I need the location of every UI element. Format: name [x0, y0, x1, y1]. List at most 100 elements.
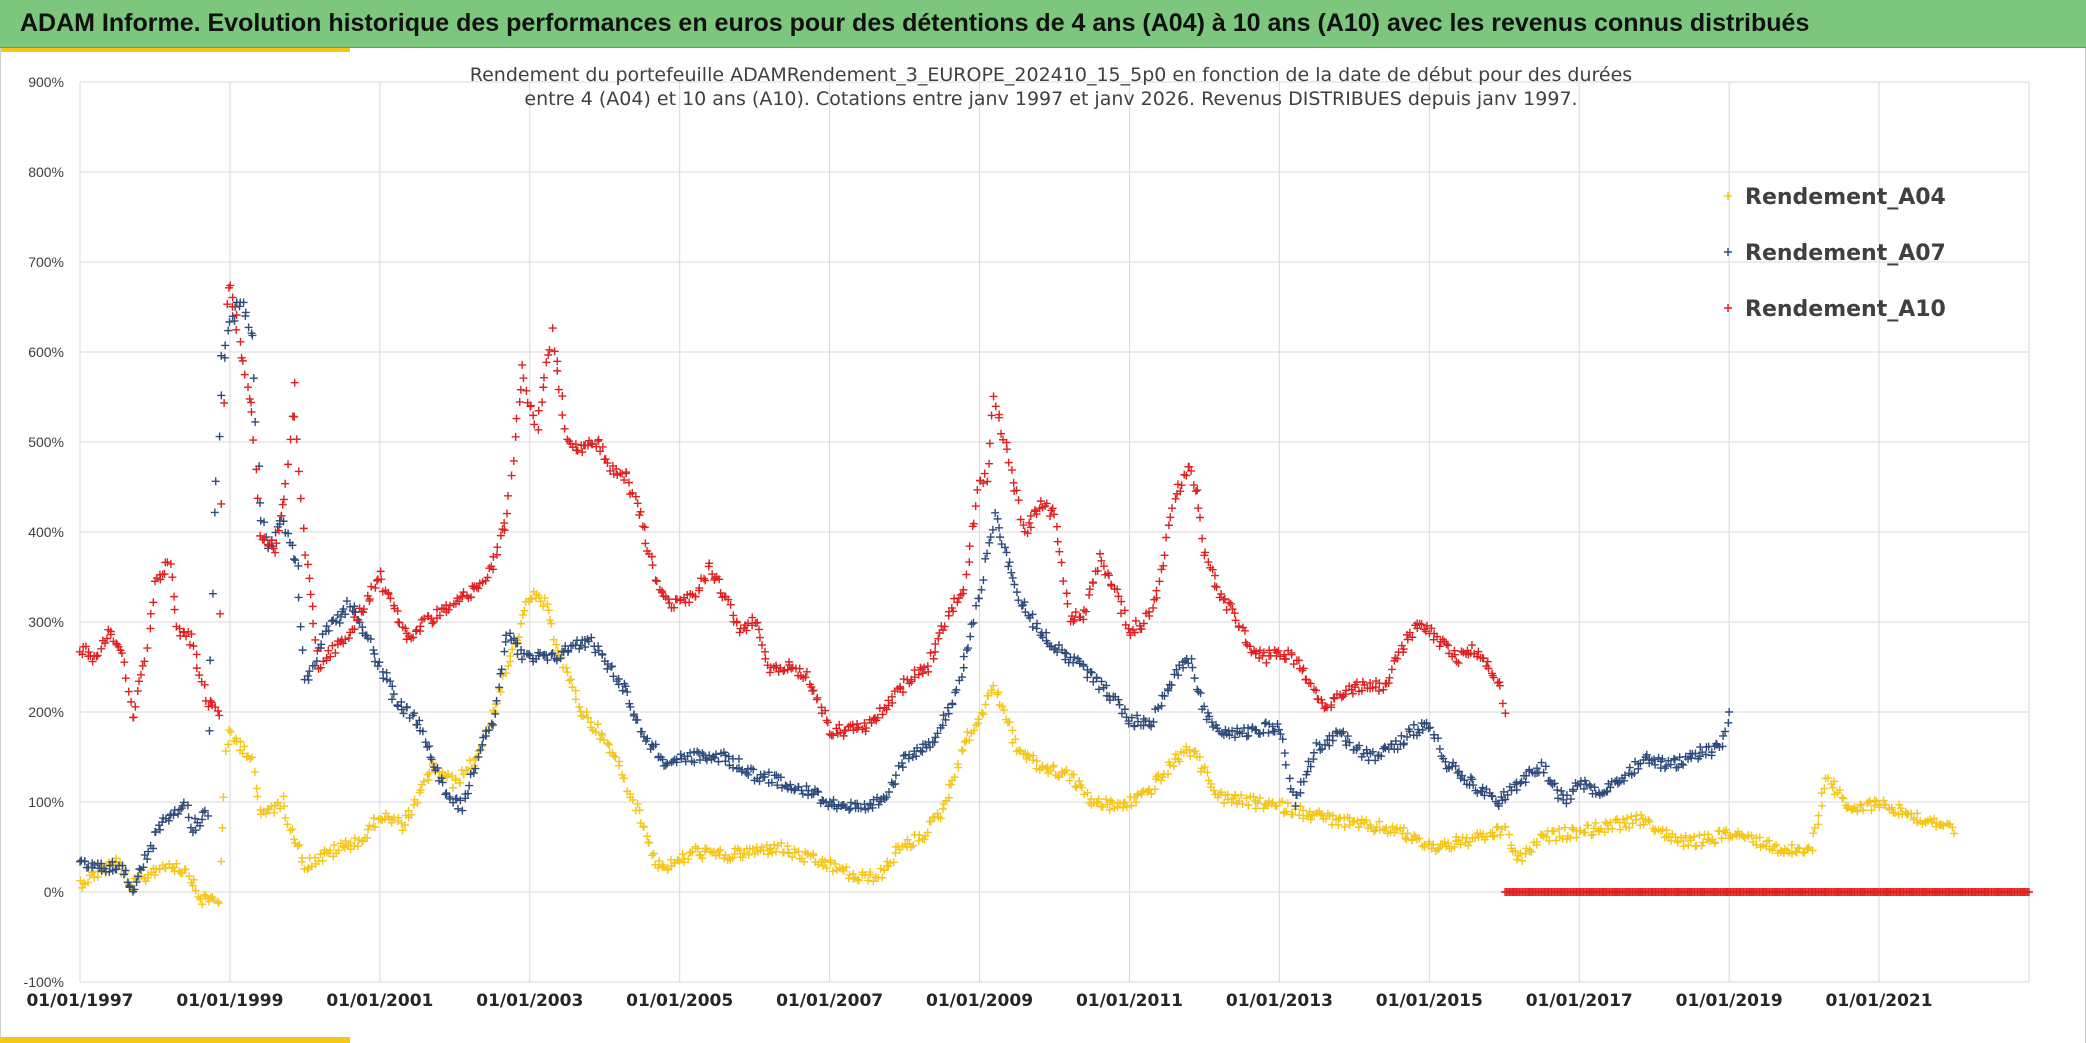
data-point [721, 757, 730, 766]
data-point [962, 646, 971, 655]
data-point [1170, 670, 1179, 679]
data-point [271, 528, 280, 537]
data-point [184, 813, 193, 822]
data-point [1503, 790, 1512, 799]
data-point [1440, 837, 1449, 846]
data-point [598, 730, 607, 739]
data-point [463, 789, 472, 798]
data-point [1114, 592, 1123, 601]
data-point [168, 573, 177, 582]
data-point [131, 702, 140, 711]
data-point [1357, 686, 1366, 695]
data-point [579, 712, 588, 721]
data-point [755, 777, 764, 786]
data-point [1253, 799, 1262, 808]
data-point [211, 477, 220, 486]
data-point [926, 743, 935, 752]
data-point [121, 866, 130, 875]
data-point [1870, 796, 1879, 805]
data-point [1259, 804, 1268, 813]
data-point [952, 685, 961, 694]
chart-title-line-2: entre 4 (A04) et 10 ans (A10). Cotations… [524, 88, 1577, 110]
data-point [1137, 625, 1146, 634]
data-point [582, 708, 591, 717]
data-point [1501, 822, 1510, 831]
data-point [1162, 533, 1171, 542]
data-point [386, 677, 395, 686]
data-point [1679, 842, 1688, 851]
data-point [1115, 700, 1124, 709]
data-point [1273, 720, 1282, 729]
data-point [288, 825, 297, 834]
data-point [88, 657, 97, 666]
data-point [195, 671, 204, 680]
data-point [371, 583, 380, 592]
data-point [1176, 487, 1185, 496]
data-point [829, 795, 838, 804]
data-point [869, 877, 878, 886]
data-point [714, 847, 723, 856]
data-point [1553, 794, 1562, 803]
data-point [918, 669, 927, 678]
data-point [1619, 815, 1628, 824]
data-point [1928, 818, 1937, 827]
data-point [652, 577, 661, 586]
data-point [149, 598, 158, 607]
data-point [1005, 558, 1014, 567]
data-point [1417, 620, 1426, 629]
data-point [415, 716, 424, 725]
data-point [1097, 556, 1106, 565]
data-point [1190, 674, 1199, 683]
data-point [1200, 763, 1209, 772]
data-point [1069, 770, 1078, 779]
data-point [97, 644, 106, 653]
data-point [452, 794, 461, 803]
data-point [542, 651, 551, 660]
data-point [281, 479, 290, 488]
data-point [1765, 836, 1774, 845]
data-point [1057, 558, 1066, 567]
data-point [1799, 848, 1808, 857]
data-point [1075, 777, 1084, 786]
data-point [213, 897, 222, 906]
data-point [1207, 779, 1216, 788]
data-point [664, 595, 673, 604]
data-point [1208, 565, 1217, 574]
x-tick-label: 01/01/2015 [1376, 991, 1483, 1011]
data-point [979, 576, 988, 585]
data-point [1817, 789, 1826, 798]
data-point [1228, 726, 1237, 735]
data-point [839, 731, 848, 740]
data-point [1105, 696, 1114, 705]
data-point [759, 846, 768, 855]
data-point [1188, 663, 1197, 672]
data-point [764, 850, 773, 859]
data-point [898, 763, 907, 772]
data-point [252, 784, 261, 793]
data-point [1518, 856, 1527, 865]
data-point [228, 293, 237, 302]
data-point [542, 358, 551, 367]
data-point [224, 726, 233, 735]
data-point [674, 856, 683, 865]
data-point [1147, 722, 1156, 731]
data-point [370, 649, 379, 658]
data-point [140, 657, 149, 666]
y-tick-label: -100% [24, 974, 64, 990]
series-Rendement_A04 [76, 587, 1959, 909]
data-point [1225, 598, 1234, 607]
data-point [1196, 689, 1205, 698]
data-point [1094, 794, 1103, 803]
data-point [772, 771, 781, 780]
data-point [394, 813, 403, 822]
data-point [726, 600, 735, 609]
data-point [341, 836, 350, 845]
data-point [149, 844, 158, 853]
data-point [1337, 729, 1346, 738]
data-point [1719, 731, 1728, 740]
data-point [1484, 664, 1493, 673]
data-point [1724, 718, 1733, 727]
data-point [1894, 810, 1903, 819]
data-point [1385, 673, 1394, 682]
data-point [1478, 783, 1487, 792]
